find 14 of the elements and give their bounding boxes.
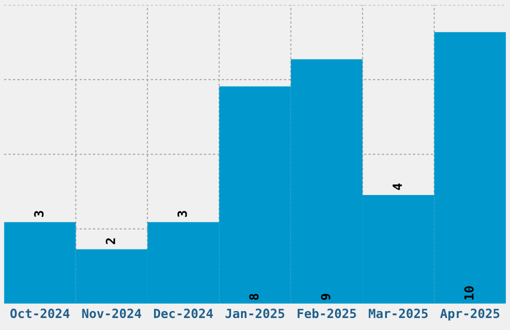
data-label: 4	[392, 184, 402, 190]
x-tick-label: Dec-2024	[154, 308, 213, 318]
data-label: 10	[464, 286, 474, 300]
data-label: 3	[177, 210, 187, 217]
x-tick-label: Nov-2024	[82, 308, 142, 318]
data-label: 9	[320, 294, 330, 300]
data-label: 3	[34, 210, 44, 217]
x-tick-label: Jan-2025	[226, 308, 284, 318]
x-tick-label: Apr-2025	[440, 308, 500, 321]
x-tick-label: Mar-2025	[368, 308, 428, 318]
x-tick-label: Oct-2024	[10, 308, 70, 318]
data-label: 8	[249, 294, 259, 300]
data-label: 2	[106, 238, 116, 244]
x-tick-label: Feb-2025	[298, 308, 356, 318]
